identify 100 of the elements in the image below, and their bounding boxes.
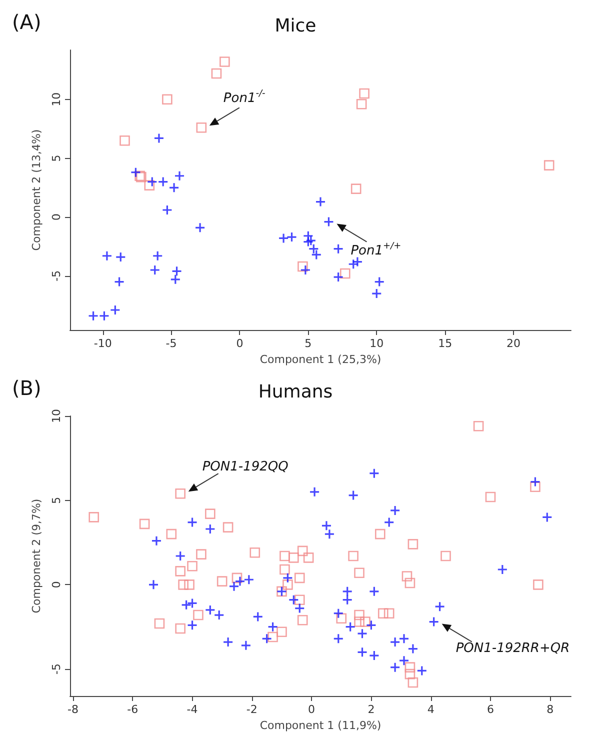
point [162,94,172,105]
point [354,610,364,620]
point [300,264,311,276]
point [354,568,364,578]
point [186,598,198,609]
point [416,665,428,676]
point [356,98,367,110]
point [542,512,552,523]
x-tick-label: 4 [427,703,434,716]
point [175,623,186,634]
point [294,572,305,584]
point [232,572,242,584]
point [485,492,496,502]
point [158,176,168,188]
point [252,611,264,622]
point [102,250,112,262]
point [332,272,344,282]
point [211,68,222,79]
point [359,88,370,99]
point [294,594,305,606]
point [309,486,320,498]
point [114,276,125,288]
point [234,576,246,587]
x-tick-label: 20 [506,337,521,350]
point [144,180,155,190]
point [120,135,130,146]
point [214,610,224,620]
point [348,550,358,562]
point [356,646,368,658]
point [350,184,362,194]
point [333,633,344,644]
point [340,268,350,279]
x-axis-title: Component 1 (11,9%) [260,718,382,732]
point [288,552,299,563]
point [352,256,363,268]
point [530,482,540,492]
point [303,552,314,563]
y-tick-label: 5 [50,154,63,162]
point [282,572,293,584]
point [154,618,165,629]
x-tick-label: -10 [94,337,112,350]
point [333,608,344,619]
point [139,518,150,530]
point [398,655,410,666]
point [286,232,298,242]
point [384,516,394,528]
annotation: PON1-192QQ [202,460,288,475]
point [345,622,356,632]
point [162,204,172,216]
point [342,586,353,597]
x-axis-title: Component 1 (25,3%) [260,352,382,366]
point [187,560,198,572]
point [294,602,305,614]
point [408,677,418,688]
point [544,160,554,170]
point [178,580,188,590]
point [440,550,451,562]
point [115,252,126,262]
text: (A) [12,10,42,34]
point [404,668,416,680]
point [371,288,382,299]
x-tick-label: 0 [308,703,316,716]
y-tick-label: 5 [50,496,63,504]
point [356,628,368,639]
point [390,505,400,516]
point [402,571,412,582]
point [216,576,228,586]
point [342,594,353,606]
y-tick-label: 10 [50,409,63,423]
point [175,566,186,576]
point [205,508,216,519]
point [171,266,182,276]
point [368,650,380,661]
point [398,633,410,644]
y-tick-label: 0 [50,581,63,588]
point [193,610,204,620]
point [150,264,160,276]
x-tick-label: -4 [186,703,198,716]
point [262,633,272,644]
point [130,167,142,178]
point [268,632,278,642]
point [194,222,206,233]
point [196,549,206,560]
annotation: Pon1-/- [223,89,266,106]
y-tick-label: 10 [50,92,63,106]
point [196,122,207,133]
point [428,616,440,628]
point [151,536,162,546]
point [276,626,287,638]
x-tick-label: -6 [127,703,138,716]
point [360,616,370,627]
point [175,488,186,499]
point [181,600,192,610]
y-axis-title: Component 2 (13,4%) [30,129,43,251]
point [204,524,216,534]
point [384,608,394,618]
point [533,580,544,590]
point [186,516,198,528]
point [220,56,230,67]
point [175,550,186,562]
